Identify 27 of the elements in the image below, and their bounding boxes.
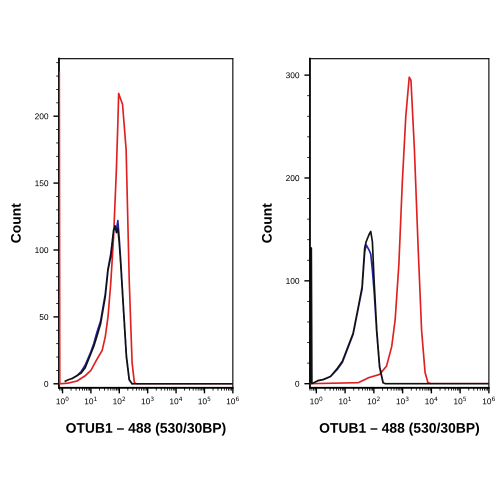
x-tick-label: 10$^{2}$ <box>113 396 126 404</box>
y-tick-label: 50 <box>40 314 48 320</box>
x-tick-label: 10$^{6}$ <box>482 396 495 404</box>
y-tick-label: 300 <box>286 72 300 78</box>
y-tick-label: 200 <box>286 175 300 182</box>
y-tick-label: 200 <box>35 113 48 120</box>
x-tick-label: 10$^{3}$ <box>396 396 409 404</box>
x-tick-label: 10$^{3}$ <box>142 396 154 404</box>
x-tick-label: 10$^{1}$ <box>84 396 97 404</box>
y-axis-title: Count <box>262 203 272 243</box>
y-tick-label: 100 <box>286 278 300 284</box>
y-axis-title: Count <box>10 203 21 243</box>
x-tick-label: 10$^{4}$ <box>170 396 182 404</box>
x-tick-label: 10$^{0}$ <box>56 396 69 404</box>
y-tick-label: 0 <box>295 380 300 387</box>
x-tick-label: 10$^{4}$ <box>425 396 438 404</box>
y-tick-label: 150 <box>35 180 48 186</box>
y-tick-label: 100 <box>35 247 48 254</box>
x-tick-label: 10$^{2}$ <box>368 396 380 404</box>
x-tick-label: 10$^{1}$ <box>339 396 351 404</box>
x-tick-label: 10$^{0}$ <box>310 396 322 404</box>
x-tick-label: 10$^{6}$ <box>226 396 239 404</box>
x-axis-title: OTUB1 – 488 (530/30BP) <box>320 422 480 436</box>
x-axis-title: OTUB1 – 488 (530/30BP) <box>66 422 226 436</box>
x-tick-label: 10$^{5}$ <box>454 396 466 404</box>
y-tick-label: 0 <box>44 380 48 387</box>
x-tick-label: 10$^{5}$ <box>198 396 210 404</box>
